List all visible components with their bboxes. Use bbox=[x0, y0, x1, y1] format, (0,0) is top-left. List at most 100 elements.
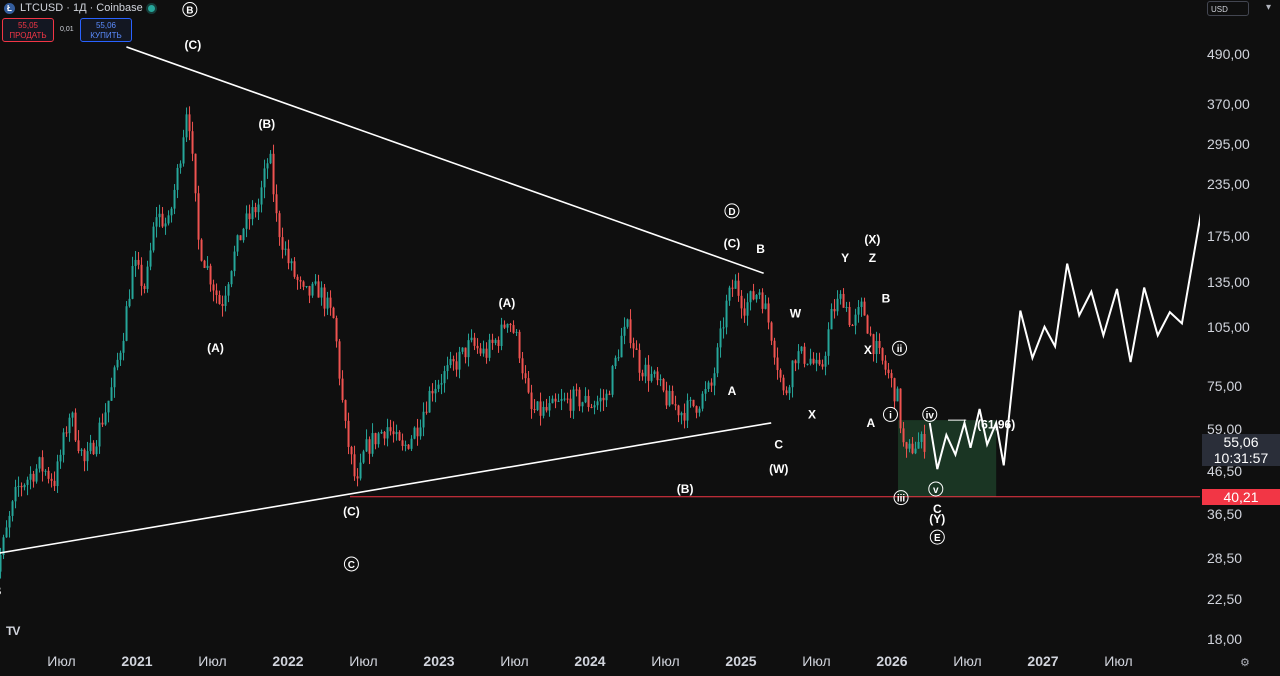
sell-button[interactable]: 55,05 ПРОДАТЬ bbox=[2, 18, 54, 42]
candle-body bbox=[449, 359, 452, 366]
candle-body bbox=[278, 213, 281, 238]
candle-body bbox=[518, 331, 521, 359]
time-tick-label: Июл bbox=[802, 653, 831, 669]
candle-body bbox=[650, 373, 653, 381]
wave-label: B bbox=[882, 292, 891, 306]
candle-body bbox=[29, 473, 32, 480]
wave-label: A bbox=[867, 416, 876, 430]
time-tick-label: 2021 bbox=[121, 653, 153, 669]
current-price: 55,06 bbox=[1223, 434, 1259, 451]
candle-body bbox=[257, 204, 260, 213]
candle-body bbox=[563, 398, 566, 400]
candle-body bbox=[671, 390, 674, 405]
candle-body bbox=[779, 370, 782, 378]
candle-body bbox=[881, 348, 884, 361]
candle-body bbox=[446, 365, 449, 372]
candle-body bbox=[101, 422, 104, 425]
candle-body bbox=[206, 265, 209, 268]
candle-body bbox=[152, 226, 155, 251]
candle-body bbox=[716, 347, 719, 374]
wave-label-circle bbox=[929, 529, 945, 545]
candle-body bbox=[380, 431, 383, 434]
candle-body bbox=[659, 379, 662, 381]
time-tick-label: 2022 bbox=[272, 653, 304, 669]
candle-body bbox=[56, 461, 59, 487]
candle-body bbox=[0, 555, 2, 572]
wave-label-circle bbox=[922, 406, 938, 422]
candle-body bbox=[368, 439, 371, 454]
candle-body bbox=[581, 402, 584, 407]
candle-body bbox=[80, 449, 83, 452]
symbol-title[interactable]: LTCUSD · 1Д · Coinbase bbox=[20, 2, 143, 14]
candle-body bbox=[791, 360, 794, 388]
candle-body bbox=[47, 470, 50, 479]
wave-label: (Y) bbox=[929, 512, 945, 526]
chart-area[interactable]: B (C) (B) (A) (C) C (A) (B) D (C) B A C (W) W X Y Z (X) B X A… bbox=[0, 0, 1200, 650]
candle-body bbox=[533, 409, 536, 411]
candle-body bbox=[491, 339, 494, 343]
candle-body bbox=[743, 308, 746, 316]
trendline-upper bbox=[126, 46, 764, 275]
candle-body bbox=[425, 411, 428, 413]
candle-body bbox=[482, 348, 485, 354]
candle-body bbox=[314, 281, 317, 284]
tradingview-logo-icon[interactable]: TV bbox=[6, 624, 20, 638]
candle-body bbox=[512, 325, 515, 333]
candle-body bbox=[473, 337, 476, 346]
price-tick-label: 59,00 bbox=[1207, 420, 1243, 437]
buy-button[interactable]: 55,06 КУПИТЬ bbox=[80, 18, 132, 42]
candle-body bbox=[899, 388, 902, 429]
wave-label: (61,96) bbox=[977, 417, 1015, 431]
candle-body bbox=[818, 359, 821, 365]
candle-body bbox=[155, 217, 158, 227]
candle-body bbox=[569, 398, 572, 411]
candle-body bbox=[692, 399, 695, 407]
candle-body bbox=[200, 239, 203, 261]
price-tick-label: 175,00 bbox=[1207, 228, 1250, 245]
candle-body bbox=[905, 442, 908, 449]
currency-selector[interactable]: USD bbox=[1207, 1, 1249, 16]
candle-body bbox=[95, 446, 98, 455]
candle-body bbox=[338, 341, 341, 379]
price-chart[interactable]: B (C) (B) (A) (C) C (A) (B) D (C) B A C (W) W X Y Z (X) B X A… bbox=[0, 0, 1200, 650]
time-tick-label: Июл bbox=[198, 653, 227, 669]
candle-body bbox=[464, 347, 467, 358]
candle-body bbox=[467, 340, 470, 358]
candle-body bbox=[575, 389, 578, 391]
sell-price: 55,05 bbox=[17, 21, 39, 30]
candle-body bbox=[821, 364, 824, 367]
candle-body bbox=[917, 441, 920, 449]
candle-body bbox=[284, 248, 287, 250]
candle-body bbox=[704, 388, 707, 394]
chevron-down-icon[interactable]: ▾ bbox=[1266, 2, 1272, 13]
candle-body bbox=[71, 412, 74, 418]
candle-body bbox=[524, 373, 527, 379]
wave-label-circle bbox=[892, 340, 908, 356]
candle-body bbox=[68, 417, 71, 434]
candle-body bbox=[797, 351, 800, 364]
candle-body bbox=[299, 279, 302, 282]
candle-body bbox=[431, 390, 434, 394]
candle-body bbox=[875, 340, 878, 355]
candle-body bbox=[872, 334, 875, 355]
wave-label: iv bbox=[926, 410, 935, 421]
candle-body bbox=[92, 442, 95, 455]
candle-body bbox=[302, 281, 305, 287]
candle-body bbox=[35, 468, 38, 482]
candle-body bbox=[290, 261, 293, 264]
candle-body bbox=[677, 405, 680, 416]
gear-icon[interactable]: ⚙ bbox=[1240, 657, 1250, 669]
candle-body bbox=[722, 327, 725, 329]
candle-body bbox=[440, 383, 443, 385]
candle-body bbox=[248, 213, 251, 220]
candle-body bbox=[347, 420, 350, 447]
candle-body bbox=[710, 382, 713, 386]
wave-label-circle bbox=[928, 481, 944, 497]
candle-body bbox=[233, 251, 236, 272]
candle-body bbox=[734, 280, 737, 289]
candle-body bbox=[428, 390, 431, 413]
candle-body bbox=[680, 412, 683, 416]
candle-body bbox=[191, 131, 194, 154]
litecoin-icon: Ł bbox=[4, 2, 15, 14]
candle-body bbox=[527, 378, 530, 393]
